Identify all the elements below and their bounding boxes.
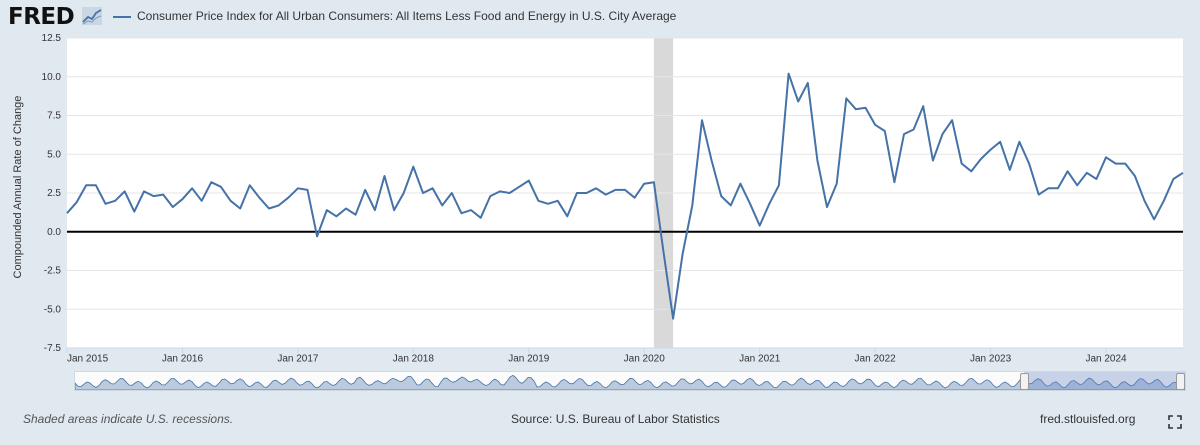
y-tick-label: -2.5 — [44, 266, 62, 277]
y-tick-label: 12.5 — [42, 33, 62, 44]
x-tick-label: Jan 2018 — [393, 354, 435, 365]
source-text: Source: U.S. Bureau of Labor Statistics — [511, 412, 720, 426]
x-tick-label: Jan 2022 — [855, 354, 897, 365]
x-tick-label: Jan 2020 — [624, 354, 666, 365]
navigator-area — [75, 374, 1185, 390]
x-tick-label: Jan 2021 — [739, 354, 781, 365]
y-axis-title: Compounded Annual Rate of Change — [12, 95, 24, 279]
y-tick-label: 2.5 — [47, 188, 61, 199]
y-tick-label: -7.5 — [44, 343, 62, 354]
line-chart: 12.5 10.0 7.5 5.0 2.5 0.0 -2.5 -5.0 -7.5 Jan 2015… — [42, 33, 1184, 365]
logo-graph-icon — [82, 7, 102, 25]
navigator-right-handle[interactable] — [1176, 373, 1185, 390]
navigator-selection[interactable] — [1024, 372, 1185, 390]
y-tick-label: 10.0 — [42, 72, 62, 83]
x-tick-label: Jan 2023 — [970, 354, 1012, 365]
x-tick-label: Jan 2024 — [1085, 354, 1127, 365]
x-tick-label: Jan 2017 — [277, 354, 319, 365]
legend-series-label[interactable]: Consumer Price Index for All Urban Consu… — [137, 9, 677, 23]
fullscreen-icon[interactable] — [1168, 415, 1182, 429]
fred-url[interactable]: fred.stlouisfed.org — [1040, 412, 1136, 426]
navigator-series — [75, 374, 1185, 390]
x-tick-label: Jan 2015 — [67, 354, 109, 365]
x-tick-label: Jan 2019 — [508, 354, 550, 365]
fred-logo[interactable]: FRED — [8, 4, 75, 30]
legend-series-swatch — [113, 16, 131, 18]
chart-header: FRED Consumer Price Index for All Urban … — [0, 0, 1200, 34]
y-tick-label: 7.5 — [47, 111, 61, 122]
navigator-left-handle[interactable] — [1020, 373, 1029, 390]
recession-note: Shaded areas indicate U.S. recessions. — [23, 412, 234, 426]
y-tick-label: 5.0 — [47, 149, 61, 160]
series-line — [66, 72, 1184, 320]
range-navigator[interactable] — [74, 371, 1186, 391]
x-tick-label: Jan 2016 — [162, 354, 204, 365]
y-tick-label: 0.0 — [47, 227, 61, 238]
y-tick-label: -5.0 — [44, 304, 62, 315]
